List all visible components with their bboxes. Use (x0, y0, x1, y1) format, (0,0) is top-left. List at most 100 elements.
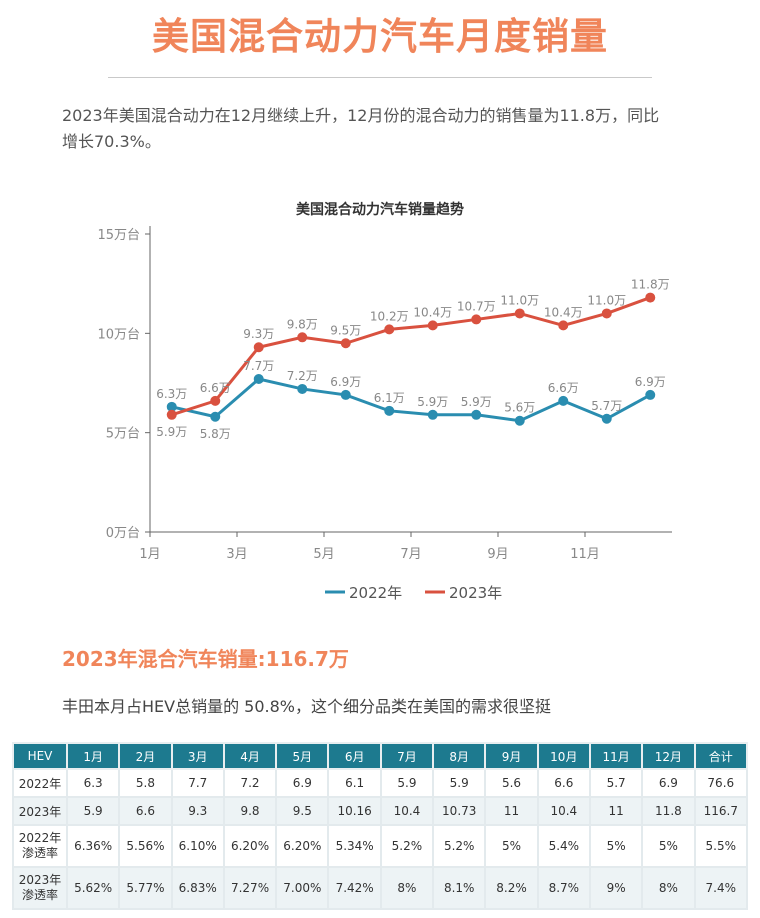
table-cell: 6.20% (275, 824, 330, 868)
data-point (427, 320, 438, 331)
data-label: 6.6万 (200, 381, 231, 395)
table-row: 2023年 5.9 6.6 9.3 9.8 9.5 10.16 10.4 10.73 11 10.4… (12, 796, 749, 826)
table-cell: 9.3 (170, 796, 225, 826)
table-cell: 5.9 (379, 768, 435, 798)
data-label: 9.5万 (330, 323, 361, 337)
data-label: 7.2万 (287, 369, 318, 383)
table-row: 2023年 渗透率 5.62% 5.77% 6.83% 7.27% 7.00% 7.42% 8… (12, 866, 749, 910)
data-label: 6.6万 (548, 381, 579, 395)
table-cell: 5.6 (484, 768, 539, 798)
table-cell: 5% (641, 824, 696, 868)
table-cell: 6.9 (275, 768, 330, 798)
data-point (471, 409, 482, 420)
data-label: 10.4万 (413, 305, 452, 319)
data-label: 5.6万 (504, 401, 535, 415)
column-header: 4月 (222, 742, 278, 770)
column-header: HEV (12, 742, 68, 770)
x-tick-label: 9月 (487, 547, 508, 562)
data-label: 5.9万 (461, 395, 492, 409)
data-point (601, 413, 612, 424)
table-cell: 5.9 (432, 768, 487, 798)
data-label: 9.8万 (287, 317, 318, 331)
divider (108, 77, 652, 78)
table-cell: 5.34% (327, 824, 382, 868)
table-cell: 9.8 (222, 796, 278, 826)
column-header: 3月 (170, 742, 225, 770)
row-label: 2022年 渗透率 (12, 824, 68, 868)
x-tick-label: 7月 (400, 547, 421, 562)
table-cell: 7.27% (222, 866, 278, 910)
table-cell: 9% (588, 866, 644, 910)
table-cell: 5.7 (588, 768, 644, 798)
table-cell: 10.73 (432, 796, 487, 826)
data-label: 6.3万 (156, 387, 187, 401)
data-label: 5.9万 (417, 395, 448, 409)
data-point (166, 401, 177, 412)
series-line-2022年 (171, 377, 651, 423)
data-point (253, 374, 264, 385)
table-cell: 8.7% (536, 866, 591, 910)
table-row: 2022年 6.3 5.8 7.7 7.2 6.9 6.1 5.9 5.9 5.6 6.6 5.7 6.… (12, 768, 749, 798)
column-header: 7月 (379, 742, 435, 770)
table-cell: 11.8 (641, 796, 696, 826)
table-cell: 6.3 (65, 768, 121, 798)
table-cell: 8% (379, 866, 435, 910)
table-header-row: HEV 1月 2月 3月 4月 5月 6月 7月 8月 9月 10月 11月 12月 合计 (12, 742, 749, 770)
column-header: 1月 (65, 742, 121, 770)
x-tick-label: 5月 (313, 547, 334, 562)
table-cell: 5% (484, 824, 539, 868)
table-cell: 5.56% (118, 824, 173, 868)
table-cell: 5.62% (65, 866, 121, 910)
data-label: 10.4万 (544, 305, 583, 319)
column-header: 合计 (693, 742, 749, 770)
column-header: 6月 (327, 742, 382, 770)
y-tick-label: 5万台 (106, 427, 140, 442)
data-point (558, 395, 569, 406)
data-label: 10.2万 (370, 309, 409, 323)
table-cell: 5.8 (118, 768, 173, 798)
legend-label: 2023年 (449, 584, 502, 602)
y-tick-label: 10万台 (97, 327, 140, 342)
x-tick-label: 1月 (139, 547, 160, 562)
table-cell: 6.6 (536, 768, 591, 798)
column-header: 8月 (432, 742, 487, 770)
data-label: 6.1万 (374, 391, 405, 405)
column-header: 9月 (484, 742, 539, 770)
table-cell: 76.6 (693, 768, 749, 798)
sales-table: HEV 1月 2月 3月 4月 5月 6月 7月 8月 9月 10月 11月 12月 合计 2022年 6.… (12, 742, 749, 910)
table-cell: 8.1% (432, 866, 487, 910)
data-point (210, 411, 221, 422)
data-point (384, 405, 395, 416)
data-point (645, 292, 656, 303)
data-label: 5.9万 (156, 425, 187, 439)
table-cell: 5.2% (379, 824, 435, 868)
table-cell: 5.77% (118, 866, 173, 910)
x-tick-label: 11月 (570, 547, 600, 562)
data-label: 11.8万 (631, 278, 670, 292)
table-cell: 10.16 (327, 796, 382, 826)
column-header: 5月 (275, 742, 330, 770)
table-cell: 5.5% (693, 824, 749, 868)
table-cell: 5% (588, 824, 644, 868)
subheading: 2023年混合汽车销量:116.7万 (62, 647, 349, 671)
table-cell: 6.9 (641, 768, 696, 798)
data-label: 7.7万 (243, 359, 274, 373)
table-cell: 116.7 (693, 796, 749, 826)
table-cell: 7.4% (693, 866, 749, 910)
table-cell: 8.2% (484, 866, 539, 910)
table-cell: 9.5 (275, 796, 330, 826)
intro-text: 2023年美国混合动力在12月继续上升，12月份的混合动力的销售量为11.8万，… (62, 106, 660, 151)
column-header: 10月 (536, 742, 591, 770)
row-label: 2023年 渗透率 (12, 866, 68, 910)
data-point (471, 314, 482, 325)
column-header: 2月 (118, 742, 173, 770)
x-tick-label: 3月 (226, 547, 247, 562)
table-cell: 6.20% (222, 824, 278, 868)
table-cell: 6.10% (170, 824, 225, 868)
column-header: 11月 (588, 742, 644, 770)
data-point (514, 415, 525, 426)
data-point (253, 342, 264, 353)
legend-label: 2022年 (349, 584, 402, 602)
table-cell: 7.2 (222, 768, 278, 798)
